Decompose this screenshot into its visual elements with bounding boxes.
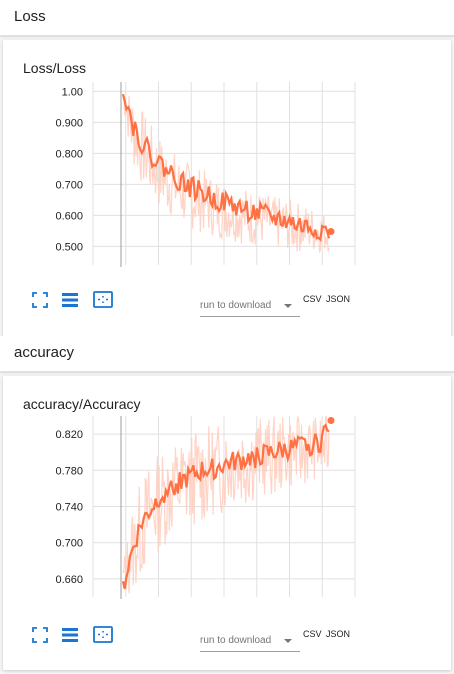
loss-chart: 1.00 0.900 0.800 0.700 0.600 0.500: [3, 40, 451, 280]
chevron-down-icon: [284, 304, 292, 308]
chart-card-accuracy: accuracy/Accuracy 0.820 0.780 0.740 0.700 0.…: [3, 376, 451, 670]
y-tick-label: 0.740: [55, 502, 83, 514]
list-icon[interactable]: [60, 625, 80, 645]
fullscreen-icon[interactable]: [30, 625, 50, 645]
section-header-accuracy[interactable]: accuracy: [0, 336, 454, 372]
y-tick-label: 1.00: [62, 86, 83, 98]
fullscreen-icon[interactable]: [30, 290, 50, 310]
y-tick-label: 0.800: [55, 148, 83, 160]
y-tick-label: 0.660: [55, 574, 83, 586]
y-tick-label: 0.500: [55, 241, 83, 253]
grid: [93, 416, 355, 597]
section-header-loss[interactable]: Loss: [0, 0, 454, 36]
run-select[interactable]: run to download: [200, 296, 300, 317]
chevron-down-icon: [284, 639, 292, 643]
y-tick-label: 0.900: [55, 117, 83, 129]
series-end-point: [328, 417, 335, 424]
y-tick-label: 0.600: [55, 210, 83, 222]
series-end-point: [328, 228, 335, 235]
csv-download-link[interactable]: CSV: [303, 294, 322, 304]
fit-domain-icon[interactable]: [92, 289, 114, 311]
run-select-placeholder: run to download: [200, 635, 271, 646]
y-tick-label: 0.780: [55, 465, 83, 477]
json-download-link[interactable]: JSON: [326, 294, 350, 304]
run-select[interactable]: run to download: [200, 631, 300, 652]
section-title: Loss: [14, 8, 46, 25]
accuracy-chart: 0.820 0.780 0.740 0.700 0.660: [3, 376, 451, 612]
run-select-placeholder: run to download: [200, 300, 271, 311]
csv-download-link[interactable]: CSV: [303, 629, 322, 639]
y-tick-label: 0.700: [55, 179, 83, 191]
section-title: accuracy: [14, 344, 74, 361]
y-tick-label: 0.820: [55, 429, 83, 441]
fit-domain-icon[interactable]: [92, 624, 114, 646]
list-icon[interactable]: [60, 290, 80, 310]
raw-series-line: [123, 96, 329, 251]
json-download-link[interactable]: JSON: [326, 629, 350, 639]
chart-card-loss: Loss/Loss 1.00 0.900 0.800 0.700 0.600 0.500 …: [3, 40, 451, 336]
y-tick-label: 0.700: [55, 538, 83, 550]
